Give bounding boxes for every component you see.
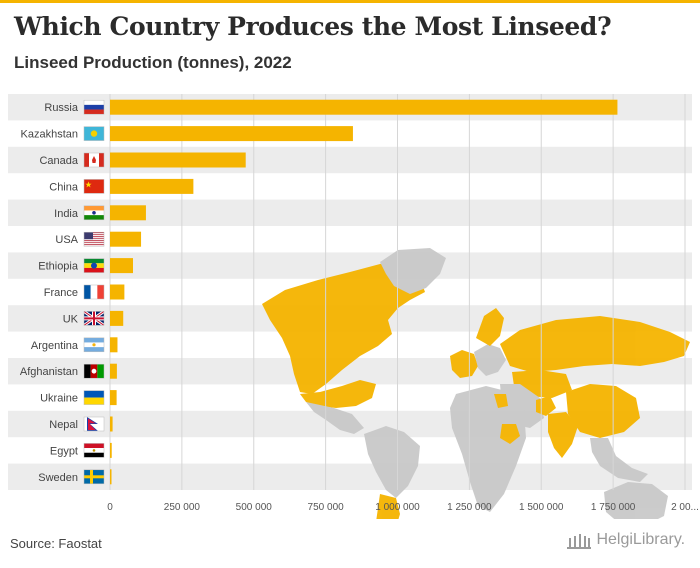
bar-france bbox=[110, 284, 125, 300]
helgi-library-logo[interactable]: HelgiLibrary. bbox=[566, 530, 685, 550]
bar-nepal bbox=[110, 416, 113, 432]
x-tick-label: 1 250 000 bbox=[447, 502, 492, 513]
bar-afghanistan bbox=[110, 363, 117, 379]
category-label: France bbox=[44, 287, 78, 299]
category-label: Ukraine bbox=[40, 393, 78, 405]
map-usa-south bbox=[300, 380, 376, 408]
map-egypt bbox=[494, 394, 508, 408]
source-note: Source: Faostat bbox=[10, 536, 102, 551]
x-tick-label: 1 750 000 bbox=[591, 502, 636, 513]
category-label: Sweden bbox=[38, 472, 78, 484]
map-scandinavia bbox=[476, 308, 504, 346]
category-label: Egypt bbox=[50, 445, 78, 457]
afghanistan-flag-icon bbox=[83, 363, 105, 379]
bar-canada bbox=[110, 152, 246, 168]
map-greenland bbox=[380, 248, 446, 294]
ethiopia-flag-icon bbox=[83, 258, 105, 273]
bar-egypt bbox=[110, 442, 112, 458]
bar-india bbox=[110, 205, 146, 221]
grid-lines bbox=[109, 94, 686, 490]
china-flag-icon bbox=[83, 179, 105, 194]
usa-flag-icon bbox=[83, 231, 105, 247]
x-tick-label: 250 000 bbox=[164, 502, 201, 513]
map-china bbox=[566, 384, 640, 438]
top-accent-rule bbox=[0, 0, 700, 3]
logo-text: HelgiLibrary. bbox=[596, 531, 686, 548]
argentina-flag-icon bbox=[83, 337, 105, 353]
bar-ukraine bbox=[110, 390, 117, 406]
world-map bbox=[262, 248, 690, 519]
flags bbox=[83, 99, 105, 485]
category-label: India bbox=[54, 208, 79, 220]
map-europe-west bbox=[450, 350, 478, 378]
bar-russia bbox=[110, 99, 618, 115]
category-label: Nepal bbox=[49, 419, 78, 431]
x-tick-label: 750 000 bbox=[308, 502, 345, 513]
x-tick-label: 1 000 000 bbox=[375, 502, 420, 513]
map-ethiopia bbox=[500, 424, 520, 444]
category-label: Ethiopia bbox=[38, 261, 79, 273]
category-labels: Russia Kazakhstan Canada China India USA Ethio… bbox=[20, 102, 79, 484]
bar-uk bbox=[110, 310, 124, 326]
france-flag-icon bbox=[83, 284, 105, 300]
kazakhstan-flag-icon bbox=[83, 126, 105, 141]
sweden-flag-icon bbox=[83, 469, 105, 485]
map-russia bbox=[500, 316, 690, 372]
map-south-america-north bbox=[364, 426, 420, 498]
category-label: Russia bbox=[44, 102, 79, 114]
nepal-flag-icon bbox=[83, 416, 105, 432]
egypt-flag-icon bbox=[83, 443, 105, 458]
category-label: Argentina bbox=[31, 340, 79, 352]
bar-usa bbox=[110, 231, 142, 247]
bar-argentina bbox=[110, 337, 118, 353]
x-tick-label: 500 000 bbox=[236, 502, 273, 513]
library-building-icon bbox=[567, 534, 591, 549]
bar-china bbox=[110, 178, 194, 194]
bars bbox=[110, 99, 618, 485]
chart-subtitle: Linseed Production (tonnes), 2022 bbox=[14, 53, 292, 72]
india-flag-icon bbox=[83, 205, 105, 221]
category-label: USA bbox=[55, 234, 78, 246]
x-tick-label: 2 00... bbox=[671, 502, 699, 513]
map-argentina bbox=[376, 494, 400, 519]
map-australia bbox=[604, 482, 668, 519]
category-label: Afghanistan bbox=[20, 366, 78, 378]
category-label: Kazakhstan bbox=[21, 129, 78, 141]
uk-flag-icon bbox=[83, 311, 105, 326]
bar-ethiopia bbox=[110, 258, 133, 274]
map-india bbox=[548, 412, 578, 458]
x-axis-ticks: 0 250 000 500 000 750 000 1 000 000 1 250 000… bbox=[107, 502, 699, 513]
x-tick-label: 1 500 000 bbox=[519, 502, 564, 513]
category-label: UK bbox=[63, 313, 79, 325]
x-tick-label: 0 bbox=[107, 502, 113, 513]
bar-kazakhstan bbox=[110, 126, 353, 142]
russia-flag-icon bbox=[83, 99, 105, 115]
map-africa bbox=[450, 386, 526, 512]
chart-title: Which Country Produces the Most Linseed? bbox=[14, 12, 612, 41]
bar-chart: Russia Kazakhstan Canada China India USA Ethio… bbox=[8, 94, 699, 519]
canada-flag-icon bbox=[83, 152, 105, 168]
row-band bbox=[8, 463, 692, 490]
map-mexico bbox=[306, 402, 364, 434]
category-label: Canada bbox=[39, 155, 78, 167]
map-southeast-asia bbox=[590, 438, 648, 482]
ukraine-flag-icon bbox=[83, 390, 105, 405]
category-label: China bbox=[49, 181, 79, 193]
bar-sweden bbox=[110, 469, 112, 485]
map-europe-central bbox=[474, 344, 506, 376]
